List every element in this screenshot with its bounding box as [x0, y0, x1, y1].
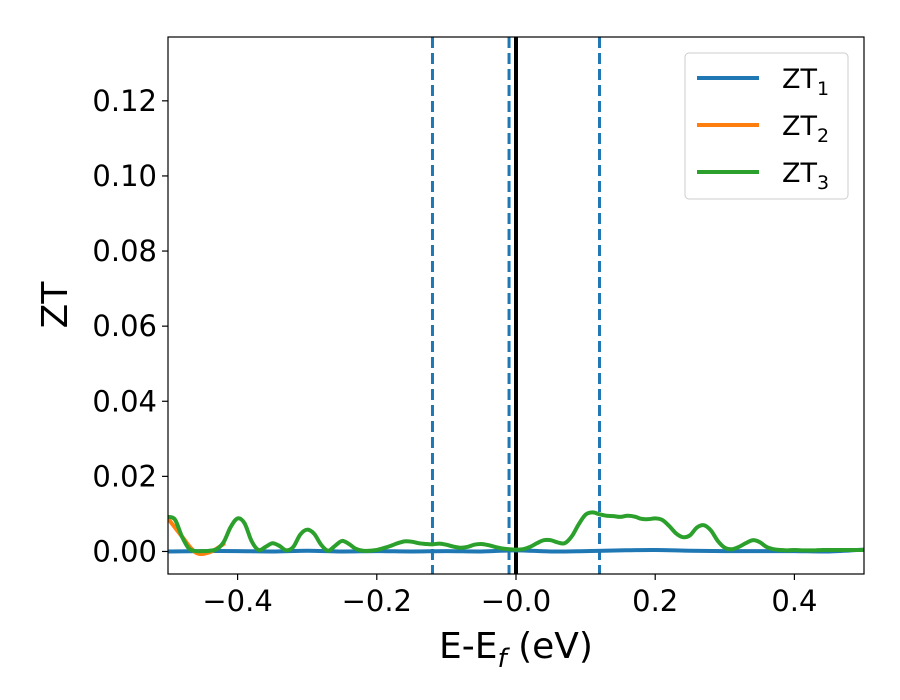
x-tick-label: 0.4: [771, 584, 817, 618]
y-axis-ticks: 0.00 0.02 0.04 0.06 0.08 0.10 0.12: [92, 84, 168, 568]
y-tick-label: 0.04: [92, 384, 157, 418]
x-tick-label: −0.0: [481, 584, 551, 618]
x-axis-ticks: −0.4 −0.2 −0.0 0.2 0.4: [202, 574, 817, 618]
x-tick-label: −0.4: [202, 584, 272, 618]
vertical-reference-lines: [430, 37, 602, 574]
legend-label-zt2: ZT2: [782, 111, 829, 147]
y-tick-label: 0.06: [92, 309, 157, 343]
y-tick-label: 0.02: [92, 459, 157, 493]
legend-label-zt3: ZT3: [782, 158, 829, 194]
y-tick-label: 0.08: [92, 234, 157, 268]
y-axis-title: ZT: [35, 281, 76, 329]
x-axis-title: E-Ef (eV): [439, 626, 593, 674]
y-tick-label: 0.10: [92, 159, 157, 193]
y-tick-label: 0.12: [92, 84, 157, 118]
x-tick-label: −0.2: [342, 584, 412, 618]
legend: ZT1 ZT2 ZT3: [684, 52, 849, 200]
series-line-zt3: [168, 510, 864, 554]
legend-frame: [684, 52, 849, 200]
series-lines: [168, 510, 864, 557]
x-tick-label: 0.2: [632, 584, 678, 618]
y-tick-label: 0.00: [92, 534, 157, 568]
legend-label-zt1: ZT1: [782, 64, 829, 100]
